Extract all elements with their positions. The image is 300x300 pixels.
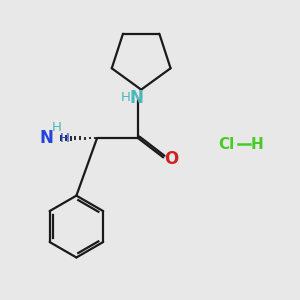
Text: O: O xyxy=(164,150,178,168)
Text: H: H xyxy=(251,136,264,152)
Text: H: H xyxy=(60,132,70,145)
Text: H: H xyxy=(121,91,131,104)
Text: H: H xyxy=(52,121,61,134)
Text: Cl: Cl xyxy=(218,136,235,152)
Text: N: N xyxy=(39,129,53,147)
Text: N: N xyxy=(130,88,144,106)
